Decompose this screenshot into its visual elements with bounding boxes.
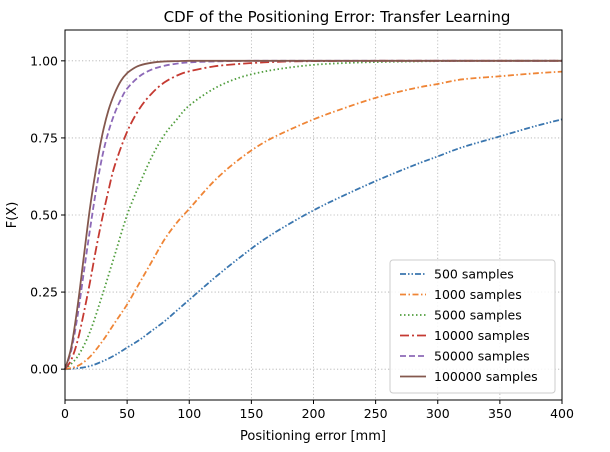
legend-entry-4: 10000 samples [434,328,530,343]
x-tick-label: 300 [426,406,450,421]
y-axis-label: F(X) [5,202,20,229]
y-tick-label: 0.50 [30,208,58,223]
legend-entry-5: 50000 samples [434,349,530,364]
y-tick-label: 0.75 [30,130,58,145]
series-line-1 [64,118,563,371]
x-axis-ticks: 0 50 100 150 200 250 300 350 400 [61,400,574,421]
x-tick-label: 100 [177,406,201,421]
y-tick-label: 0.00 [30,362,58,377]
y-axis-ticks: 0.00 0.25 0.50 0.75 1.00 [30,53,65,377]
legend-entry-2: 1000 samples [434,287,522,302]
x-tick-label: 350 [488,406,512,421]
x-axis-label: Positioning error [mm] [240,429,386,444]
x-tick-label: 250 [364,406,388,421]
series-line-3 [64,59,562,370]
y-tick-label: 0.25 [30,285,58,300]
chart-title: CDF of the Positioning Error: Transfer L… [164,8,511,26]
legend-entry-6: 100000 samples [434,369,538,384]
y-tick-label: 1.00 [30,53,58,68]
legend: 500 samples 1000 samples 5000 samples 10000… [389,259,556,394]
legend-entry-3: 5000 samples [434,308,522,323]
x-tick-label: 200 [302,406,326,421]
series-line-4 [64,59,562,370]
x-tick-label: 400 [550,406,574,421]
x-tick-label: 50 [119,406,135,421]
legend-entry-1: 500 samples [434,267,514,282]
plot-area [64,59,563,371]
series-line-6 [64,59,562,370]
legend-box [389,259,556,394]
x-tick-label: 0 [61,406,69,421]
x-tick-label: 150 [239,406,263,421]
